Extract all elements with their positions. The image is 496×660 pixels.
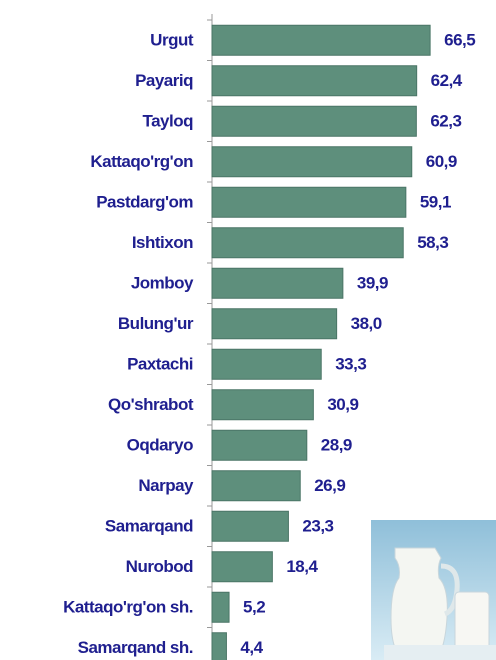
value-label: 59,1	[420, 193, 451, 212]
category-label: Tayloq	[142, 112, 193, 131]
bar	[211, 146, 413, 178]
value-label: 58,3	[417, 233, 448, 252]
value-label: 4,4	[240, 638, 263, 657]
bar	[211, 591, 230, 623]
value-label: 60,9	[426, 152, 457, 171]
category-label: Qo'shrabot	[108, 395, 194, 414]
category-label: Samarqand	[105, 517, 193, 536]
bar	[211, 632, 227, 660]
value-label: 33,3	[335, 355, 366, 374]
bar	[211, 348, 322, 380]
category-label: Urgut	[150, 31, 194, 50]
milk-image	[371, 520, 496, 660]
value-label: 62,3	[430, 112, 461, 131]
value-label: 30,9	[327, 395, 358, 414]
bar	[211, 65, 418, 97]
bar	[211, 429, 308, 461]
category-label: Oqdaryo	[127, 436, 194, 455]
bar	[211, 267, 344, 299]
value-label: 18,4	[286, 557, 318, 576]
bar	[211, 105, 417, 137]
value-label: 38,0	[351, 314, 382, 333]
category-label: Narpay	[138, 476, 194, 495]
bar	[211, 510, 289, 542]
category-label: Kattaqo'rg'on sh.	[63, 598, 193, 617]
value-label: 5,2	[243, 598, 265, 617]
category-label: Bulung'ur	[118, 314, 194, 333]
bar	[211, 470, 301, 502]
category-label: Kattaqo'rg'on	[90, 152, 193, 171]
value-label: 66,5	[444, 31, 475, 50]
category-label: Pastdarg'om	[96, 193, 193, 212]
value-label: 26,9	[314, 476, 345, 495]
category-label: Paxtachi	[127, 355, 193, 374]
category-label: Ishtixon	[132, 233, 193, 252]
category-label: Payariq	[135, 71, 193, 90]
category-label: Samarqand sh.	[78, 638, 193, 657]
category-label: Nurobod	[126, 557, 193, 576]
bar	[211, 227, 404, 259]
category-label: Jomboy	[131, 274, 194, 293]
bar	[211, 186, 407, 218]
value-label: 28,9	[321, 436, 352, 455]
value-label: 39,9	[357, 274, 388, 293]
value-label: 23,3	[302, 517, 333, 536]
bar	[211, 551, 273, 583]
bar	[211, 308, 338, 340]
value-label: 62,4	[431, 71, 463, 90]
bar	[211, 389, 314, 421]
bar	[211, 24, 431, 56]
